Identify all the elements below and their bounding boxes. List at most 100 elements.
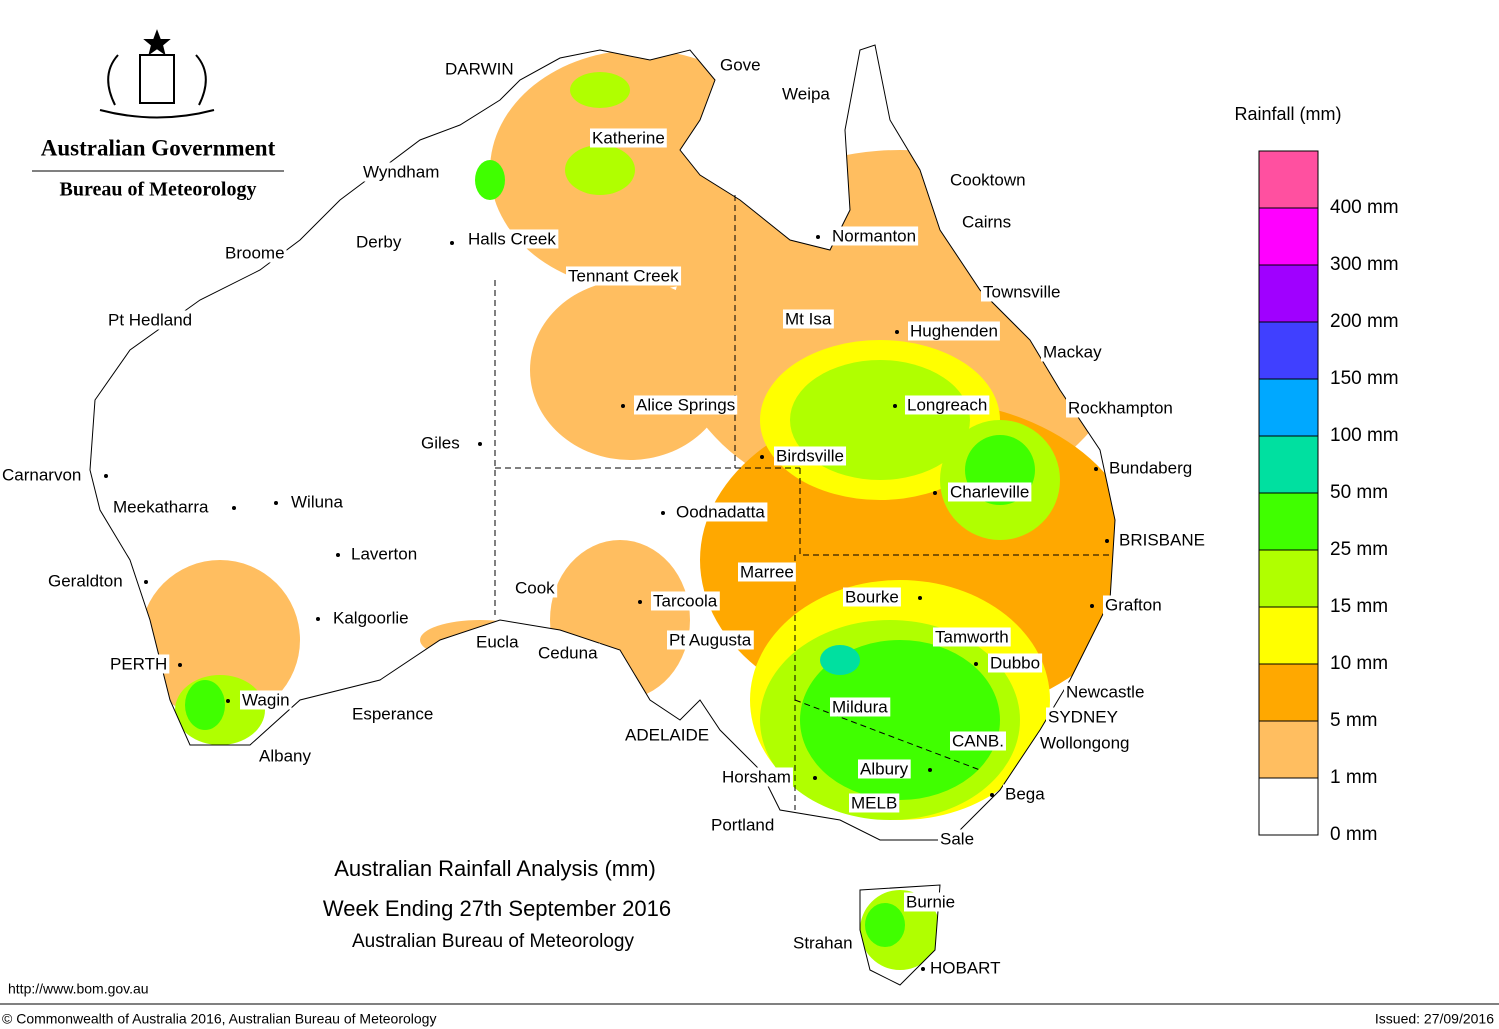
place-label: Mildura [832, 697, 888, 716]
place-label-bg [667, 630, 754, 650]
place-label: Meekatharra [113, 497, 209, 516]
place-label-bg [350, 704, 436, 724]
place-dot [226, 699, 230, 703]
place-label: MELB [851, 793, 897, 812]
place-dot [1090, 604, 1094, 608]
place-label: Horsham [722, 767, 791, 786]
place-label: Albury [860, 759, 909, 778]
place-label-bg [354, 232, 404, 252]
government-name: Australian Government [41, 135, 276, 160]
legend-label: 15 mm [1330, 596, 1388, 617]
place-label: Birdsville [776, 446, 844, 465]
place-label: Mackay [1043, 342, 1102, 361]
place-label-bg [1107, 458, 1195, 478]
place-label-bg [774, 446, 847, 466]
title: Australian Rainfall Analysis (mm) [334, 856, 656, 881]
crest [99, 29, 215, 119]
place-label-bg [590, 128, 667, 148]
place-label: Longreach [907, 395, 987, 414]
place-label: Wiluna [291, 492, 344, 511]
place-dot [928, 768, 932, 772]
place-label-bg [830, 697, 891, 717]
copyright: © Commonwealth of Australia 2016, Austra… [2, 1011, 436, 1027]
place-label: Townsville [983, 282, 1060, 301]
place-label: Grafton [1105, 595, 1162, 614]
place-label: Portland [711, 815, 774, 834]
place-dot [450, 241, 454, 245]
legend-label: 400 mm [1330, 197, 1399, 218]
legend-swatch [1258, 321, 1319, 380]
place-label-bg [718, 55, 763, 75]
place-label-bg [904, 892, 958, 912]
place-label: Albany [259, 746, 311, 765]
legend-swatch [1258, 663, 1319, 722]
place-label: Sale [940, 829, 974, 848]
legend-label: 10 mm [1330, 653, 1388, 674]
place-dot [816, 235, 820, 239]
place-label-bg [566, 266, 682, 286]
place-dot [1094, 467, 1098, 471]
place-label: Ceduna [538, 643, 598, 662]
place-label-bg [443, 59, 516, 79]
legend-title: Rainfall (mm) [1234, 104, 1341, 124]
place-label-bg [905, 395, 990, 415]
place-label: Cooktown [950, 170, 1026, 189]
place-label-bg [536, 643, 601, 663]
place-dot [104, 474, 108, 478]
place-label: Pt Augusta [669, 630, 752, 649]
place-dot [1105, 539, 1109, 543]
legend-label: 100 mm [1330, 425, 1399, 446]
place-label-bg [1103, 595, 1164, 615]
legend-label: 50 mm [1330, 482, 1388, 503]
legend-swatch [1258, 150, 1319, 209]
place-label: Esperance [352, 704, 433, 723]
place-label: Tamworth [935, 627, 1009, 646]
legend-swatch [1258, 549, 1319, 608]
legend-swatch [1258, 777, 1319, 836]
place-label-bg [419, 433, 462, 453]
place-label-bg [349, 544, 420, 564]
place-dot [813, 776, 817, 780]
place-label-bg [1041, 342, 1105, 362]
place-label-bg [938, 829, 977, 849]
place-label: Bourke [845, 587, 899, 606]
place-label-bg [858, 759, 911, 779]
place-dot [144, 580, 148, 584]
place-label-bg [111, 497, 211, 517]
place-label: DARWIN [445, 59, 514, 78]
place-label-bg [1117, 530, 1207, 550]
place-dot [478, 442, 482, 446]
place-label: Dubbo [990, 653, 1040, 672]
place-label-bg [1003, 784, 1048, 804]
place-label-bg [948, 170, 1028, 190]
place-dot [974, 662, 978, 666]
place-dot [621, 404, 625, 408]
legend-swatch [1258, 264, 1319, 323]
legend-label: 5 mm [1330, 710, 1378, 731]
place-label-bg [513, 578, 558, 598]
place-label-bg [950, 731, 1006, 751]
legend-swatch [1258, 606, 1319, 665]
place-label: Tarcoola [653, 591, 718, 610]
subtitle: Week Ending 27th September 2016 [323, 896, 671, 921]
place-label-bg [720, 767, 793, 787]
coastline [89, 44, 1116, 986]
place-label-bg [830, 226, 919, 246]
legend-label: 25 mm [1330, 539, 1388, 560]
place-label-bg [0, 465, 84, 485]
legend-swatch [1258, 435, 1319, 494]
place-label: Alice Springs [636, 395, 735, 414]
legend-swatch [1258, 492, 1319, 551]
place-label-bg [948, 482, 1032, 502]
place-dot [638, 600, 642, 604]
place-label: Cairns [962, 212, 1011, 231]
place-label: CANB. [952, 731, 1004, 750]
place-label-bg [46, 571, 125, 591]
place-label-bg [634, 395, 738, 415]
place-label-bg [738, 562, 796, 582]
place-label-bg [1046, 707, 1120, 727]
place-label-bg [361, 162, 442, 182]
legend-label: 1 mm [1330, 767, 1378, 788]
place-label: Geraldton [48, 571, 123, 590]
place-dot [336, 553, 340, 557]
